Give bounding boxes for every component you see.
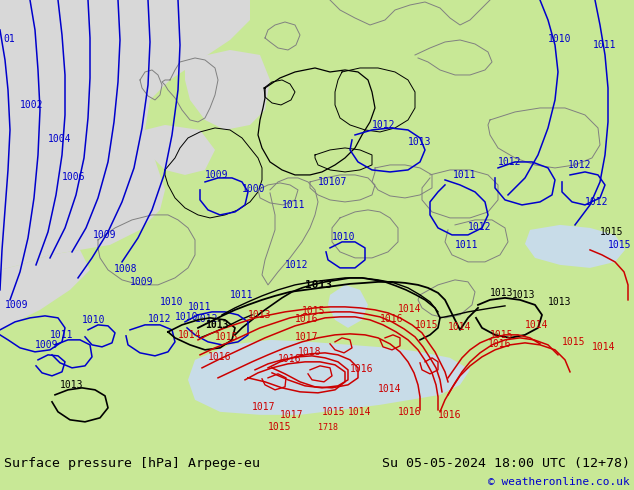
Text: 1011: 1011 <box>188 302 212 312</box>
Polygon shape <box>188 340 470 415</box>
Text: 1012: 1012 <box>372 120 396 130</box>
Text: 1017: 1017 <box>252 402 276 412</box>
Text: 1015: 1015 <box>302 306 325 316</box>
Polygon shape <box>185 50 270 130</box>
Text: 1013: 1013 <box>548 297 571 307</box>
Text: 1016: 1016 <box>295 314 318 324</box>
Text: 1016: 1016 <box>398 407 422 417</box>
Text: 01: 01 <box>3 34 15 44</box>
Text: 1014: 1014 <box>448 322 472 332</box>
Text: 1017: 1017 <box>295 332 318 342</box>
Text: 1010: 1010 <box>160 297 183 307</box>
Text: 1012: 1012 <box>468 222 491 232</box>
Text: 1014: 1014 <box>592 342 616 352</box>
Text: 1018: 1018 <box>298 347 321 357</box>
Text: 1011: 1011 <box>50 330 74 340</box>
Text: 1010: 1010 <box>175 312 198 322</box>
Text: 1718: 1718 <box>318 423 338 432</box>
Text: 1017: 1017 <box>280 410 304 420</box>
Text: 1006: 1006 <box>62 172 86 182</box>
Text: 1009: 1009 <box>35 340 58 350</box>
Text: 1015: 1015 <box>322 407 346 417</box>
Polygon shape <box>525 225 625 268</box>
Text: 1013: 1013 <box>205 320 228 330</box>
Text: 1002: 1002 <box>20 100 44 110</box>
Text: 1000: 1000 <box>242 184 266 194</box>
Text: 1011: 1011 <box>230 290 254 300</box>
Text: 1013: 1013 <box>60 380 84 390</box>
Text: 1009: 1009 <box>130 277 153 287</box>
Text: 1015: 1015 <box>490 330 514 340</box>
Text: 1015: 1015 <box>268 422 292 432</box>
Text: 1009: 1009 <box>5 300 29 310</box>
Text: 1016: 1016 <box>208 352 231 362</box>
Text: 1004: 1004 <box>48 134 72 144</box>
Text: 1014: 1014 <box>398 304 422 314</box>
Text: 1011: 1011 <box>593 40 616 50</box>
Text: 10107: 10107 <box>318 177 347 187</box>
Polygon shape <box>0 0 250 270</box>
Text: 1016: 1016 <box>278 354 302 364</box>
Text: 1012: 1012 <box>585 197 609 207</box>
Text: 1009: 1009 <box>93 230 117 240</box>
Text: 1010: 1010 <box>332 232 356 242</box>
Polygon shape <box>0 250 90 330</box>
Text: 1011: 1011 <box>282 200 306 210</box>
Text: 1012: 1012 <box>285 260 309 270</box>
Text: 1015: 1015 <box>562 337 586 347</box>
Text: 1016: 1016 <box>438 410 462 420</box>
Text: 1013: 1013 <box>512 290 536 300</box>
Text: 1011: 1011 <box>453 170 477 180</box>
Text: 1013: 1013 <box>305 280 332 290</box>
Text: 1014: 1014 <box>378 384 401 394</box>
Text: 1010: 1010 <box>82 315 105 325</box>
Text: 1014: 1014 <box>348 407 372 417</box>
Text: 1008: 1008 <box>114 264 138 274</box>
Text: 1012: 1012 <box>498 157 522 167</box>
Polygon shape <box>145 125 215 175</box>
Text: 1014: 1014 <box>178 330 202 340</box>
Text: 1015: 1015 <box>215 332 238 342</box>
Text: 1016: 1016 <box>350 364 373 374</box>
Text: Surface pressure [hPa] Arpege-eu: Surface pressure [hPa] Arpege-eu <box>4 457 260 470</box>
Text: 1013: 1013 <box>408 137 432 147</box>
Text: © weatheronline.co.uk: © weatheronline.co.uk <box>488 477 630 487</box>
Text: 1016: 1016 <box>380 314 403 324</box>
Text: 1016: 1016 <box>488 339 512 349</box>
Text: 1015: 1015 <box>415 320 439 330</box>
Text: 1009: 1009 <box>205 170 228 180</box>
Text: 1013: 1013 <box>248 310 271 320</box>
Text: 1012: 1012 <box>148 314 172 324</box>
Text: 1011: 1011 <box>455 240 479 250</box>
Text: 1015: 1015 <box>600 227 623 237</box>
Text: 1012: 1012 <box>195 314 219 324</box>
Polygon shape <box>328 285 368 328</box>
Text: 1015: 1015 <box>608 240 631 250</box>
Text: 1012: 1012 <box>568 160 592 170</box>
Text: 1013: 1013 <box>490 288 514 298</box>
Text: 1010: 1010 <box>548 34 571 44</box>
Text: Su 05-05-2024 18:00 UTC (12+78): Su 05-05-2024 18:00 UTC (12+78) <box>382 457 630 470</box>
Text: 1014: 1014 <box>525 320 548 330</box>
